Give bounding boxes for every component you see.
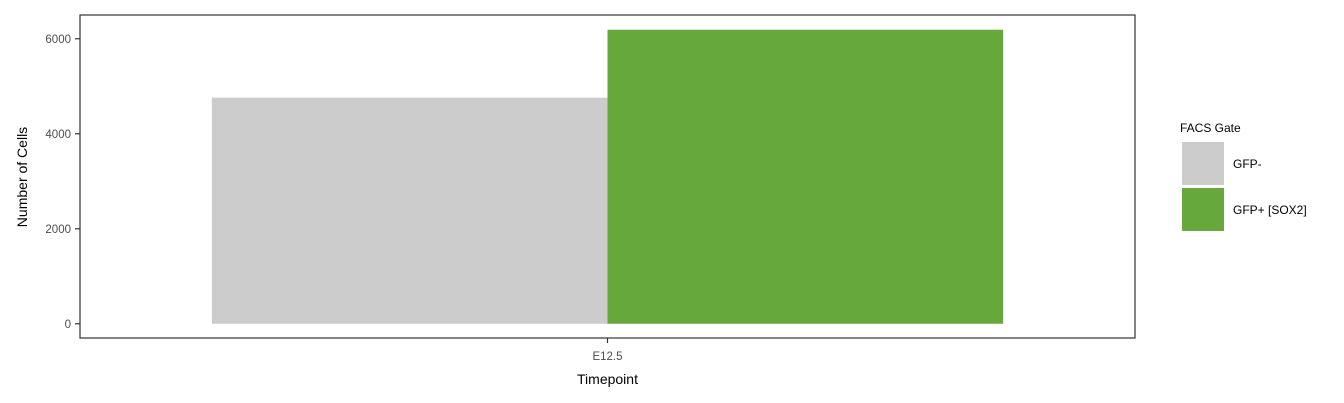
bar-gfp — [211, 97, 608, 324]
y-axis-title: Number of Cells — [14, 127, 30, 227]
y-tick-label: 6000 — [45, 34, 71, 46]
bars-layer — [211, 29, 1004, 324]
legend-label: GFP- — [1233, 157, 1262, 171]
legend-key — [1182, 142, 1224, 185]
legend-label: GFP+ [SOX2] — [1233, 203, 1307, 217]
y-tick-label: 0 — [65, 319, 71, 331]
legend-key — [1182, 188, 1224, 231]
legend: FACS Gate GFP- GFP+ [SOX2] — [1180, 121, 1307, 231]
y-axis: 0 2000 4000 6000 — [45, 34, 80, 331]
legend-title: FACS Gate — [1180, 121, 1241, 135]
bar-gfp-sox2 — [607, 29, 1004, 324]
x-axis: E12.5 — [592, 338, 623, 363]
y-tick-label: 2000 — [45, 224, 71, 236]
x-tick-label: E12.5 — [592, 351, 622, 363]
x-axis-title: Timepoint — [577, 371, 638, 387]
y-tick-label: 4000 — [45, 129, 71, 141]
